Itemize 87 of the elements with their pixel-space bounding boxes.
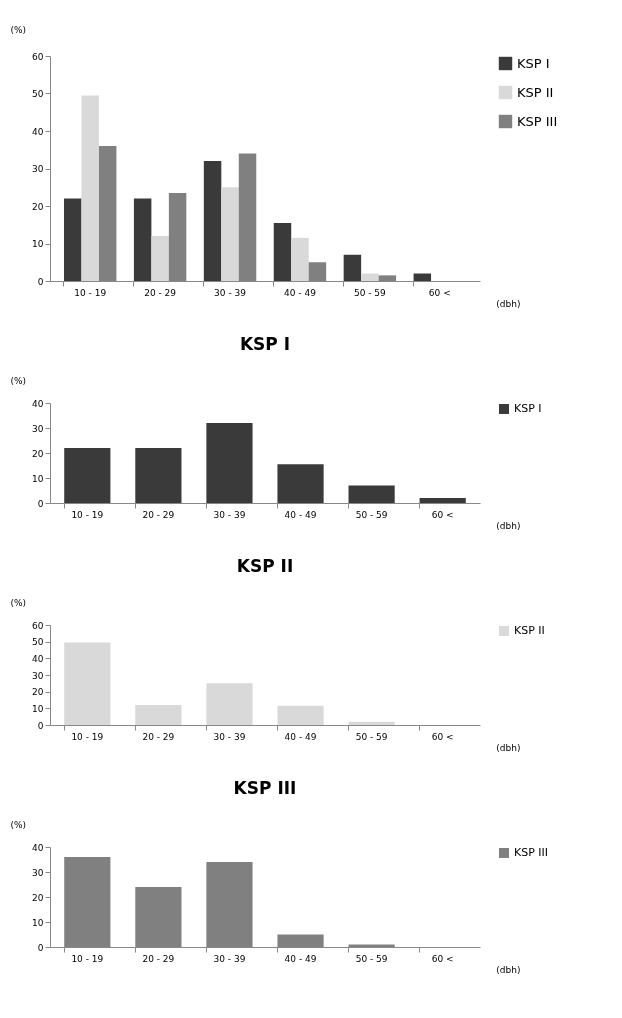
y-tick-label: 50 (32, 89, 44, 99)
bar (348, 721, 395, 725)
x-tick-label: 60 < (431, 731, 454, 742)
legend-label: KSP I (517, 55, 550, 71)
x-tick-label: 60 < (431, 953, 454, 964)
y-tick-label: 40 (32, 126, 44, 137)
y-tick-label: 10 (32, 703, 44, 714)
x-tick-label: 50 - 59 (355, 509, 388, 520)
bar (221, 187, 239, 281)
x-tick-label: 50 - 59 (353, 287, 387, 298)
y-tick-label: 60 (32, 51, 44, 62)
bar (135, 448, 182, 503)
y-axis-title: (%) (10, 597, 27, 608)
x-tick-label: 20 - 29 (142, 509, 175, 520)
y-tick-label: 60 (32, 620, 44, 631)
y-tick-label: 20 (32, 892, 44, 903)
x-tick-label: 50 - 59 (355, 731, 388, 742)
y-axis-title: (%) (10, 24, 27, 35)
bar (133, 198, 152, 281)
x-axis-title: (dbh) (496, 298, 521, 309)
legend-label: KSP II (514, 624, 545, 637)
bar (413, 273, 432, 281)
y-tick-label: 30 (32, 670, 44, 681)
bar (291, 237, 309, 281)
x-tick-label: 60 < (428, 287, 451, 298)
x-tick-label: 40 - 49 (284, 287, 317, 298)
legend-label: KSP I (514, 402, 542, 415)
y-tick-label: 0 (37, 942, 44, 953)
x-tick-label: 60 < (431, 509, 454, 520)
y-tick-label: 0 (37, 720, 44, 731)
x-tick-label: 20 - 29 (142, 953, 175, 964)
y-tick-label: 0 (37, 276, 44, 287)
y-tick-label: 20 (32, 448, 44, 459)
bar (63, 198, 82, 281)
x-tick-label: 20 - 29 (142, 731, 175, 742)
y-tick-label: 10 (32, 239, 44, 249)
x-tick-label: 40 - 49 (284, 731, 317, 742)
x-axis-title: (dbh) (496, 742, 521, 753)
y-tick-label: 20 (32, 201, 44, 212)
y-tick-label: 0 (37, 498, 44, 509)
x-axis-title: (dbh) (496, 964, 521, 975)
legend-label: KSP III (517, 113, 558, 129)
x-tick-label: 10 - 19 (74, 287, 107, 298)
bar (203, 161, 222, 281)
y-tick-label: 50 (32, 637, 44, 648)
y-tick-label: 40 (32, 398, 44, 409)
x-tick-label: 10 - 19 (71, 731, 104, 742)
x-tick-label: 40 - 49 (284, 509, 317, 520)
chart-title: KSP II (236, 556, 294, 576)
y-axis-title: (%) (10, 375, 27, 386)
x-tick-label: 10 - 19 (71, 953, 104, 964)
y-tick-label: 40 (32, 842, 44, 853)
y-tick-label: 10 (32, 473, 44, 484)
bar (206, 423, 253, 503)
x-tick-label: 20 - 29 (144, 287, 177, 298)
x-tick-label: 40 - 49 (284, 953, 317, 964)
bar (151, 236, 169, 281)
y-axis-title: (%) (10, 819, 27, 830)
legend-label: KSP III (514, 846, 549, 859)
x-tick-label: 30 - 39 (213, 731, 246, 742)
bar (135, 705, 182, 725)
x-axis-title: (dbh) (496, 520, 521, 531)
bar (81, 95, 99, 281)
chart-title: KSP I (239, 334, 291, 354)
bar (64, 448, 111, 503)
bar (348, 485, 395, 503)
bar (273, 222, 292, 281)
chart-title: KSP III (233, 778, 297, 798)
y-tick-label: 40 (32, 653, 44, 664)
x-tick-label: 10 - 19 (71, 509, 104, 520)
y-tick-label: 30 (32, 423, 44, 434)
bar (277, 705, 324, 725)
x-tick-label: 50 - 59 (355, 953, 388, 964)
bar (419, 498, 466, 503)
bar (277, 464, 324, 503)
bar (361, 273, 379, 281)
legend-label: KSP II (517, 84, 554, 100)
x-tick-label: 30 - 39 (214, 287, 247, 298)
bar (206, 683, 253, 725)
x-tick-label: 30 - 39 (213, 509, 246, 520)
y-tick-label: 20 (32, 687, 44, 698)
bar (343, 254, 362, 281)
bar (64, 642, 111, 725)
y-tick-label: 30 (32, 164, 44, 174)
y-tick-label: 30 (32, 867, 44, 878)
x-tick-label: 30 - 39 (213, 953, 246, 964)
y-tick-label: 10 (32, 917, 44, 928)
